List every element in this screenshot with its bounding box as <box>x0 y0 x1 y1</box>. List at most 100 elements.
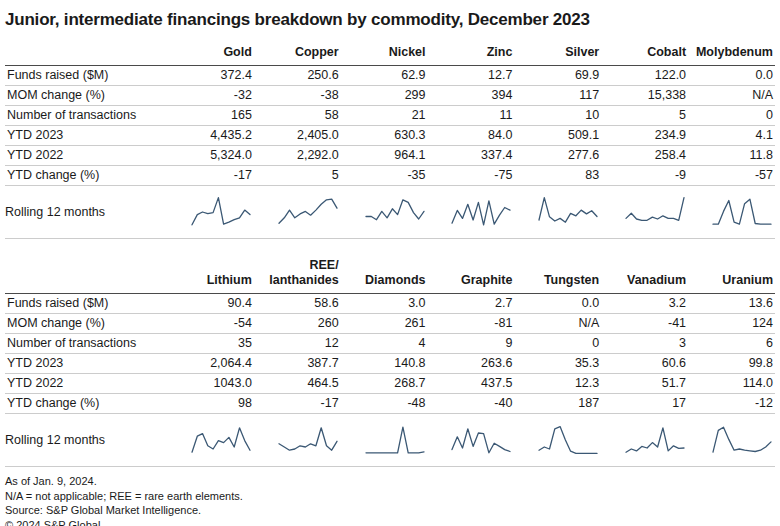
cell: 11.8 <box>688 146 775 166</box>
cell: 99.8 <box>688 354 775 374</box>
cell: 11 <box>428 106 515 126</box>
row-label: YTD 2023 <box>5 126 167 146</box>
column-header-tungsten: Tungsten <box>514 256 601 294</box>
cell: 98 <box>167 394 254 414</box>
row-label: Funds raised ($M) <box>5 66 167 86</box>
cell: 83 <box>514 166 601 186</box>
corner-cell <box>5 43 167 66</box>
cell: 372.4 <box>167 66 254 86</box>
column-header-diamonds: Diamonds <box>341 256 428 294</box>
sparkline-cell <box>601 414 688 467</box>
cell: 84.0 <box>428 126 515 146</box>
table-row: YTD 2023 2,064.4 387.7 140.8 263.6 35.3 … <box>5 354 775 374</box>
cell: 10 <box>514 106 601 126</box>
sparkline-copper <box>277 193 339 231</box>
sparkline-lithium <box>190 421 252 459</box>
table-row: YTD change (%) -17 5 -35 -75 83 -9 -57 <box>5 166 775 186</box>
cell: 509.1 <box>514 126 601 146</box>
cell: 5,324.0 <box>167 146 254 166</box>
cell: 62.9 <box>341 66 428 86</box>
row-label: Number of transactions <box>5 106 167 126</box>
cell: -54 <box>167 314 254 334</box>
table-row: YTD 2022 5,324.0 2,292.0 964.1 337.4 277… <box>5 146 775 166</box>
cell: 114.0 <box>688 374 775 394</box>
cell: 337.4 <box>428 146 515 166</box>
cell: 0 <box>688 106 775 126</box>
cell: N/A <box>514 314 601 334</box>
sparkline-tungsten <box>537 421 599 459</box>
chart-title: Junior, intermediate financings breakdow… <box>5 10 775 30</box>
table-row: YTD 2023 4,435.2 2,405.0 630.3 84.0 509.… <box>5 126 775 146</box>
cell: 4 <box>341 334 428 354</box>
cell: 4,435.2 <box>167 126 254 146</box>
footnote-copyright: © 2024 S&P Global. <box>5 518 775 526</box>
sparkline-graphite <box>450 421 512 459</box>
cell: -75 <box>428 166 515 186</box>
cell: -41 <box>601 314 688 334</box>
cell: 437.5 <box>428 374 515 394</box>
sparkline-uranium <box>711 421 773 459</box>
footnote-as-of: As of Jan. 9, 2024. <box>5 474 775 489</box>
cell: 35.3 <box>514 354 601 374</box>
cell: 122.0 <box>601 66 688 86</box>
column-header-zinc: Zinc <box>428 43 515 66</box>
cell: 5 <box>254 166 341 186</box>
table-row: MOM change (%) -32 -38 299 394 117 15,33… <box>5 86 775 106</box>
sparkline-cell <box>341 414 428 467</box>
sparkline-row: Rolling 12 months <box>5 186 775 239</box>
cell: 6 <box>688 334 775 354</box>
column-header-silver: Silver <box>514 43 601 66</box>
cell: 234.9 <box>601 126 688 146</box>
row-label: Rolling 12 months <box>5 414 167 467</box>
cell: 90.4 <box>167 294 254 314</box>
sparkline-row: Rolling 12 months <box>5 414 775 467</box>
cell: 630.3 <box>341 126 428 146</box>
table-row: Funds raised ($M) 372.4 250.6 62.9 12.7 … <box>5 66 775 86</box>
row-label: Number of transactions <box>5 334 167 354</box>
cell: 3.0 <box>341 294 428 314</box>
corner-cell <box>5 256 167 294</box>
sparkline-cell <box>514 414 601 467</box>
row-label: Funds raised ($M) <box>5 294 167 314</box>
column-header-gold: Gold <box>167 43 254 66</box>
column-header-cobalt: Cobalt <box>601 43 688 66</box>
cell: 299 <box>341 86 428 106</box>
cell: 9 <box>428 334 515 354</box>
table-row: Funds raised ($M) 90.4 58.6 3.0 2.7 0.0 … <box>5 294 775 314</box>
financings-table-2: Lithium REE/ lanthanides Diamonds Graphi… <box>5 256 775 467</box>
cell: -40 <box>428 394 515 414</box>
sparkline-cell <box>341 186 428 239</box>
table-row: YTD change (%) 98 -17 -48 -40 187 17 -12 <box>5 394 775 414</box>
column-header-lithium: Lithium <box>167 256 254 294</box>
sparkline-silver <box>537 193 599 231</box>
column-header-molybdenum: Molybdenum <box>688 43 775 66</box>
footnote-abbreviations: N/A = not applicable; REE = rare earth e… <box>5 489 775 504</box>
column-header-vanadium: Vanadium <box>601 256 688 294</box>
cell: 124 <box>688 314 775 334</box>
sparkline-cell <box>688 414 775 467</box>
header-row: Lithium REE/ lanthanides Diamonds Graphi… <box>5 256 775 294</box>
cell: -57 <box>688 166 775 186</box>
cell: 387.7 <box>254 354 341 374</box>
sparkline-cobalt <box>624 193 686 231</box>
cell: -38 <box>254 86 341 106</box>
row-label: YTD 2023 <box>5 354 167 374</box>
cell: -17 <box>167 166 254 186</box>
sparkline-cell <box>254 414 341 467</box>
cell: 964.1 <box>341 146 428 166</box>
cell: -35 <box>341 166 428 186</box>
cell: 277.6 <box>514 146 601 166</box>
column-header-nickel: Nickel <box>341 43 428 66</box>
cell: N/A <box>688 86 775 106</box>
sparkline-gold <box>190 193 252 231</box>
cell: -12 <box>688 394 775 414</box>
cell: 187 <box>514 394 601 414</box>
cell: 165 <box>167 106 254 126</box>
sparkline-cell <box>688 186 775 239</box>
cell: 5 <box>601 106 688 126</box>
report-page: Junior, intermediate financings breakdow… <box>0 0 780 526</box>
cell: 2,292.0 <box>254 146 341 166</box>
sparkline-zinc <box>450 193 512 231</box>
cell: 250.6 <box>254 66 341 86</box>
row-label: MOM change (%) <box>5 314 167 334</box>
